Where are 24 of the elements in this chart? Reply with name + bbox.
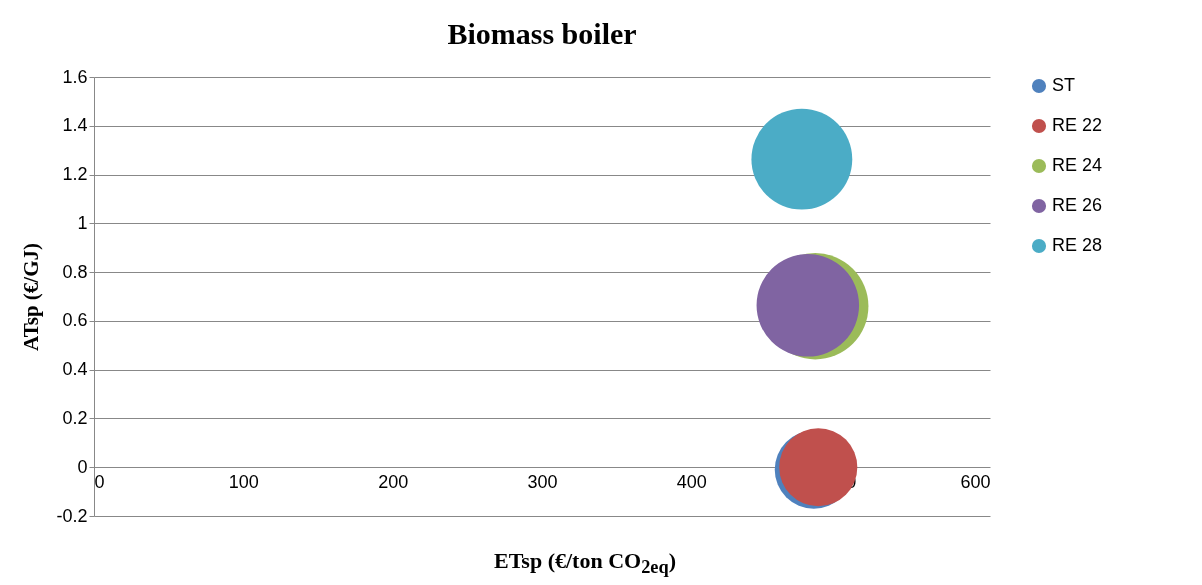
legend-label: RE 24 [1052,155,1103,175]
legend-label: ST [1052,75,1076,95]
y-tick-label: 0.2 [62,407,88,428]
x-tick-label: 400 [676,471,707,492]
y-tick-label: 1.4 [62,115,88,136]
y-tick-label: 1.2 [62,164,88,185]
y-tick-label: -0.2 [56,505,88,526]
y-tick-label: 1.6 [62,66,88,87]
legend-label: RE 26 [1052,195,1103,215]
legend-label: RE 22 [1052,115,1103,135]
x-tick-label: 200 [378,471,409,492]
x-tick-label: 600 [960,471,991,492]
x-axis-title: ETsp (€/ton CO$_{2eq}$) [493,548,677,579]
y-tick-label: 1 [77,212,88,233]
x-tick-label: 0 [94,471,105,492]
legend-label: RE 28 [1052,235,1103,255]
chart-title: Biomass boiler [447,17,637,50]
y-tick-label: 0 [77,456,88,477]
y-axis-title: ATsp (€/GJ) [19,243,44,351]
y-tick-label: 0.8 [62,261,88,282]
x-tick-label: 100 [228,471,259,492]
y-tick-label: 0.4 [62,359,88,380]
x-tick-label: 300 [527,471,558,492]
y-tick-label: 0.6 [62,310,88,331]
